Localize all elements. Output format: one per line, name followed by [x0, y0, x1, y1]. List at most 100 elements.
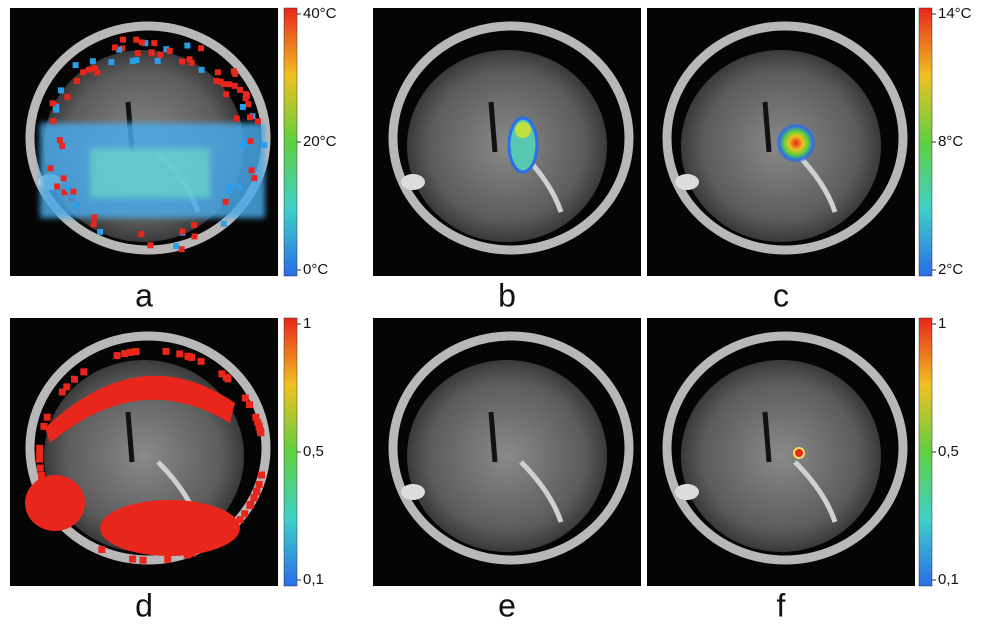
noise-pixel [130, 58, 136, 64]
noise-pixel [61, 175, 67, 181]
mask-pixel [164, 556, 171, 563]
mask-pixel [225, 375, 232, 382]
noise-pixel [223, 91, 229, 97]
noise-pixel [226, 81, 232, 87]
mri-panel [647, 318, 915, 586]
panel-label: e [498, 587, 516, 623]
noise-pixel [47, 165, 53, 171]
mask-pixel [237, 516, 244, 523]
brain-tissue [407, 360, 607, 552]
colorbar-tick-label: 2°C [938, 261, 963, 278]
noise-pixel [80, 69, 86, 75]
mri-panel [647, 8, 915, 276]
noise-pixel [251, 175, 257, 181]
noise-pixel [108, 59, 114, 65]
mask-pixel [132, 348, 139, 355]
colorbar-tick-label: 8°C [938, 133, 963, 150]
noise-pixel [191, 233, 197, 239]
cut-edge [10, 208, 50, 276]
noise-pixel [245, 101, 251, 107]
noise-pixel [74, 203, 80, 209]
mask-pixel [80, 368, 87, 375]
heating-spot [776, 123, 816, 163]
noise-pixel [151, 40, 157, 46]
noise-pixel [138, 231, 144, 237]
noise-pixel [91, 214, 97, 220]
panel-label: c [773, 277, 789, 313]
noise-pixel [147, 242, 153, 248]
mask-pixel [40, 423, 47, 430]
noise-pixel [65, 94, 71, 100]
noise-pixel [139, 39, 145, 45]
mask-pixel [114, 352, 121, 359]
mask-pixel [256, 481, 263, 488]
cut-edge [373, 208, 413, 276]
cut-edge [647, 208, 687, 276]
noise-pixel [65, 186, 71, 192]
colorbar-tick-label: 0,1 [303, 571, 324, 588]
colorbar-tick-label: 40°C [303, 5, 337, 22]
noise-pixel [91, 221, 97, 227]
mask-pixel [38, 473, 45, 480]
noise-pixel [234, 115, 240, 121]
temperature-map [90, 148, 210, 198]
noise-pixel [228, 184, 234, 190]
noise-pixel [71, 189, 77, 195]
colorbar [919, 318, 932, 586]
mask-pixel [246, 502, 253, 509]
noise-pixel [179, 246, 185, 252]
noise-pixel [54, 183, 60, 189]
mask-pixel [176, 350, 183, 357]
mask-pixel [140, 557, 147, 564]
colorbar-tick-label: 0,1 [938, 571, 959, 588]
colorbar-tick-label: 20°C [303, 133, 337, 150]
mask-pixel [258, 472, 265, 479]
noise-pixel [90, 58, 96, 64]
mask-pixel [46, 496, 53, 503]
heating-core [515, 122, 531, 138]
mask-pixel [36, 445, 43, 452]
mask-pixel [250, 495, 257, 502]
panel-label: f [777, 587, 786, 623]
noise-pixel [255, 118, 261, 124]
noise-pixel [86, 67, 92, 73]
noise-pixel [120, 37, 126, 43]
mask-pixel [241, 510, 248, 517]
noise-pixel [261, 142, 267, 148]
noise-pixel [135, 50, 141, 56]
mask-pixel [198, 358, 205, 365]
panel-label: b [498, 277, 516, 313]
noise-pixel [248, 138, 254, 144]
colorbar-tick-label: 1 [303, 315, 311, 332]
noise-pixel [133, 37, 139, 43]
cut-edge [373, 518, 413, 586]
noise-pixel [189, 60, 195, 66]
cut-edge [647, 518, 687, 586]
noise-pixel [97, 229, 103, 235]
noise-pixel [237, 87, 243, 93]
mask-pixel [201, 544, 208, 551]
noise-pixel [57, 137, 63, 143]
mri-panel [373, 8, 641, 276]
noise-pixel [74, 78, 80, 84]
noise-pixel [247, 114, 253, 120]
brain-tissue [681, 360, 881, 552]
colorbar [919, 8, 932, 276]
colorbar [284, 318, 297, 586]
noise-pixel [198, 45, 204, 51]
mask-pixel [211, 539, 218, 546]
noise-pixel [180, 228, 186, 234]
mri-panel [373, 318, 641, 586]
noise-pixel [112, 44, 118, 50]
mask-region [100, 500, 240, 556]
noise-pixel [94, 70, 100, 76]
noise-pixel [249, 167, 255, 173]
mri-panel [10, 318, 278, 586]
noise-pixel [215, 69, 221, 75]
noise-pixel [191, 222, 197, 228]
figure: abcdef40°C20°C0°C14°C8°C2°C10,50,110,50,… [0, 0, 1003, 627]
mri-panel [10, 8, 278, 276]
panel-label: a [135, 277, 153, 313]
mask-spot [794, 448, 804, 458]
noise-pixel [232, 83, 238, 89]
